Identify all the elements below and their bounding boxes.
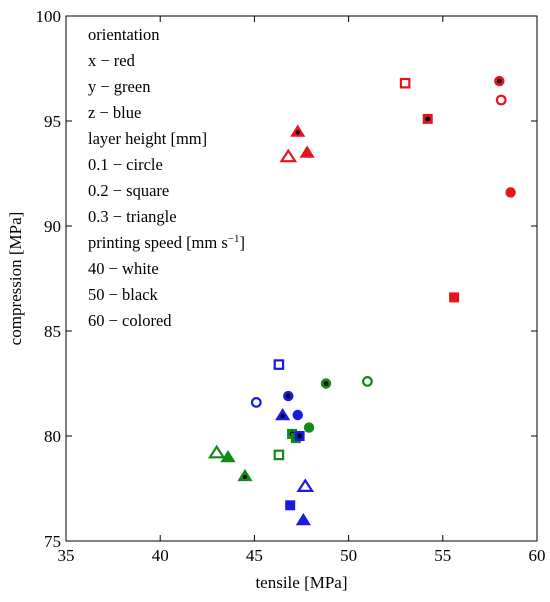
y-tick-label: 80 bbox=[44, 427, 61, 446]
x-axis-title: tensile [MPa] bbox=[255, 573, 347, 592]
legend-line: orientation bbox=[88, 25, 159, 44]
legend-line: 0.3 − triangle bbox=[88, 207, 177, 226]
point-z-triangle-60 bbox=[295, 513, 311, 526]
point-x-circle-40 bbox=[495, 94, 507, 106]
legend-line: 60 − colored bbox=[88, 311, 172, 330]
point-z-circle-60 bbox=[292, 409, 303, 421]
point-z-square-50 bbox=[294, 431, 305, 441]
x-tick-label: 35 bbox=[58, 546, 75, 565]
x-tick-label: 55 bbox=[434, 546, 451, 565]
point-x-triangle-40 bbox=[279, 148, 298, 163]
point-y-triangle-40 bbox=[207, 444, 226, 459]
axis-ticks: 35 40 45 50 55 60 75 80 85 90 95 100 bbox=[36, 7, 546, 565]
legend-line: printing speed [mm s−1] bbox=[88, 233, 245, 252]
point-z-triangle-40 bbox=[296, 478, 315, 492]
y-tick-label: 100 bbox=[36, 7, 62, 26]
plot-frame bbox=[65, 15, 538, 542]
data-points bbox=[207, 75, 516, 526]
point-y-circle-50 bbox=[320, 378, 332, 389]
point-z-circle-50 bbox=[283, 390, 294, 402]
point-z-square-40 bbox=[273, 359, 285, 370]
legend-line: z − blue bbox=[88, 103, 141, 122]
point-x-square-60 bbox=[449, 292, 460, 303]
y-axis-title: compression [MPa] bbox=[6, 212, 25, 346]
point-x-circle-50 bbox=[494, 75, 505, 87]
point-y-triangle-50 bbox=[237, 468, 253, 482]
y-tick-label: 85 bbox=[44, 322, 61, 341]
x-tick-label: 40 bbox=[152, 546, 169, 565]
point-x-square-50 bbox=[422, 113, 433, 124]
point-x-triangle-60 bbox=[299, 145, 315, 158]
point-y-circle-40 bbox=[362, 376, 373, 387]
x-tick-label: 60 bbox=[529, 546, 546, 565]
legend-line: y − green bbox=[88, 77, 150, 96]
point-z-square-60 bbox=[285, 500, 296, 511]
legend-line: 0.2 − square bbox=[88, 181, 169, 200]
point-z-circle-40 bbox=[250, 397, 262, 408]
point-x-square-40 bbox=[399, 77, 411, 89]
point-x-triangle-50 bbox=[290, 124, 306, 137]
legend-line: 0.1 − circle bbox=[88, 155, 163, 174]
legend-line: layer height [mm] bbox=[88, 129, 207, 148]
legend-line: 40 − white bbox=[88, 259, 159, 278]
point-y-triangle-60 bbox=[220, 450, 236, 463]
y-tick-label: 90 bbox=[44, 217, 61, 236]
point-x-circle-60 bbox=[505, 187, 516, 198]
x-tick-label: 45 bbox=[246, 546, 263, 565]
legend-line: x − red bbox=[88, 51, 136, 70]
legend: orientation x − red y − green z − blue layer… bbox=[88, 25, 245, 330]
point-y-circle-60 bbox=[303, 422, 315, 433]
legend-line: 50 − black bbox=[88, 285, 159, 304]
y-tick-label: 75 bbox=[44, 532, 61, 551]
x-tick-label: 50 bbox=[340, 546, 357, 565]
point-y-square-40 bbox=[273, 449, 285, 461]
y-tick-label: 95 bbox=[44, 112, 61, 131]
point-z-triangle-50 bbox=[275, 408, 291, 421]
